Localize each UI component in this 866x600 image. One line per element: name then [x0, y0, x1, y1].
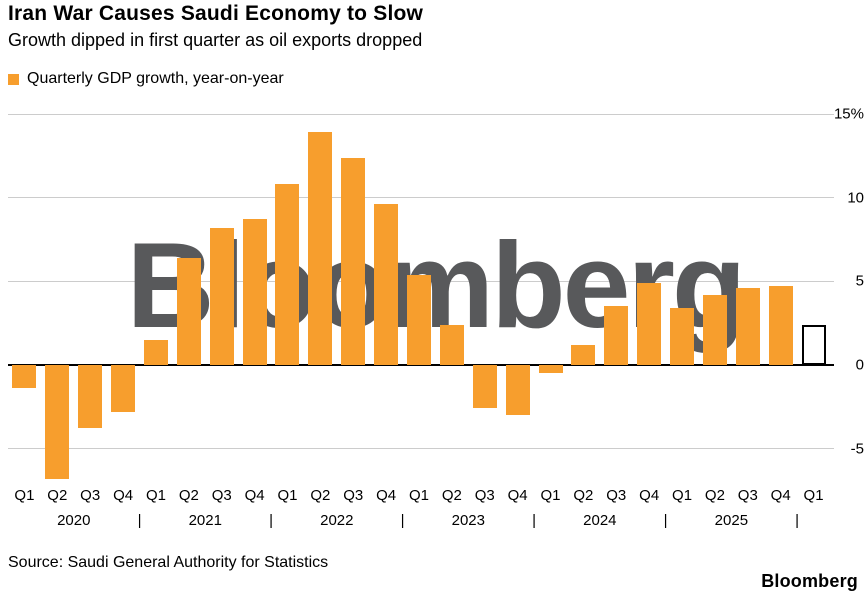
x-axis-quarter-label: Q1 [408, 487, 430, 504]
bar [111, 364, 136, 412]
x-axis-quarter-label: Q3 [606, 487, 627, 504]
bar [801, 324, 826, 365]
x-axis-year-label: 2025 [714, 512, 749, 529]
bar [45, 364, 70, 479]
y-axis-label: 5 [855, 272, 864, 290]
x-axis-year-separator: | [532, 512, 537, 529]
x-axis-quarter-label: Q1 [277, 487, 298, 504]
bar [538, 364, 563, 374]
x-axis-year-separator: | [795, 512, 800, 529]
x-axis-quarter-label: Q1 [540, 487, 561, 504]
x-axis-quarter-label: Q4 [113, 487, 134, 504]
bar [143, 339, 168, 365]
legend: Quarterly GDP growth, year-on-year [8, 70, 284, 88]
x-axis-quarter-label: Q1 [672, 487, 693, 504]
bar [670, 308, 695, 365]
bar [571, 344, 596, 365]
x-axis-year-label: 2022 [320, 512, 354, 529]
bar [702, 294, 727, 365]
x-axis-quarter-label: Q2 [178, 487, 199, 504]
bar [176, 257, 201, 365]
bar [407, 274, 431, 365]
chart-subtitle: Growth dipped in first quarter as oil ex… [8, 30, 423, 50]
bar [275, 184, 300, 365]
x-axis-quarter-label: Q1 [803, 487, 824, 504]
x-axis-quarter-label: Q2 [704, 487, 725, 504]
chart-title: Iran War Causes Saudi Economy to Slow [8, 2, 424, 25]
gridline [8, 448, 834, 450]
legend-label: Quarterly GDP growth, year-on-year [27, 70, 284, 87]
bar [12, 364, 37, 389]
bar [637, 282, 662, 365]
x-axis-quarter-label: Q3 [211, 487, 232, 504]
x-axis-year-label: 2021 [188, 512, 222, 529]
x-axis-year-separator: | [400, 512, 405, 529]
x-axis-quarter-label: Q4 [507, 487, 528, 504]
y-axis-label: 15% [833, 105, 864, 123]
gridline [8, 197, 834, 199]
bar [341, 157, 366, 365]
y-axis-label: 10 [847, 189, 864, 207]
x-axis-quarter-label: Q3 [80, 487, 101, 504]
x-axis-year-label: 2020 [57, 512, 91, 529]
bar [604, 306, 629, 365]
x-axis-quarter-label: Q2 [573, 487, 594, 504]
bar [374, 204, 399, 365]
x-axis-quarter-label: Q4 [639, 487, 660, 504]
bar [472, 364, 497, 409]
x-axis-year-separator: | [137, 512, 142, 529]
x-axis-quarter-label: Q4 [770, 487, 791, 504]
x-axis-quarter-label: Q2 [310, 487, 331, 504]
x-axis-quarter-label: Q3 [474, 487, 495, 504]
y-axis-label: 0 [855, 356, 864, 374]
bar [505, 364, 530, 416]
x-axis-year-label: 2024 [583, 512, 617, 529]
x-axis-year-label: 2023 [451, 512, 485, 529]
bar [308, 132, 333, 365]
x-axis-year-separator: | [663, 512, 668, 529]
x-axis-year-separator: | [269, 512, 273, 529]
gridline [8, 363, 834, 366]
x-axis-quarter-label: Q3 [737, 487, 758, 504]
legend-swatch-icon [8, 73, 19, 85]
bar [735, 287, 760, 365]
bar [439, 324, 464, 365]
bar [242, 219, 267, 365]
y-axis-label: -5 [850, 440, 864, 458]
bar [768, 286, 793, 365]
x-axis-quarter-label: Q3 [343, 487, 364, 504]
x-axis-quarter-label: Q1 [14, 487, 35, 504]
bar [78, 364, 103, 429]
gridline [8, 113, 834, 115]
bar [209, 227, 234, 365]
x-axis-quarter-label: Q4 [244, 487, 265, 504]
source-note: Source: Saudi General Authority for Stat… [8, 554, 329, 571]
x-axis-quarter-label: Q2 [441, 487, 462, 504]
bloomberg-logo: Bloomberg [761, 571, 858, 591]
x-axis-quarter-label: Q2 [47, 487, 68, 504]
x-axis-quarter-label: Q1 [145, 487, 166, 504]
x-axis-quarter-label: Q4 [376, 487, 397, 504]
